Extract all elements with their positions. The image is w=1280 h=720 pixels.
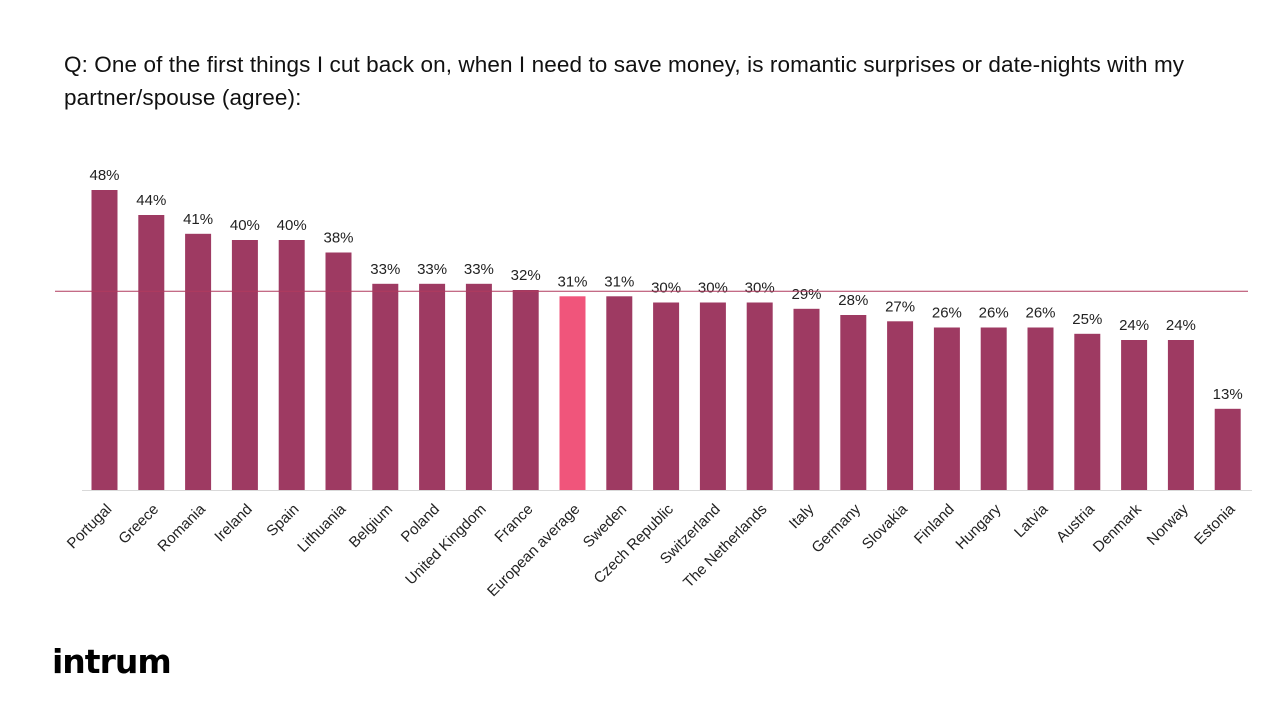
category-label-slovakia: Slovakia	[859, 500, 912, 553]
value-label-hungary: 26%	[979, 305, 1009, 322]
category-label-united-kingdom: United Kingdom	[402, 501, 489, 588]
bar-latvia	[1027, 327, 1054, 490]
bar-estonia	[1214, 408, 1241, 491]
value-label-european-average: 31%	[557, 273, 587, 290]
category-label-belgium: Belgium	[346, 501, 396, 551]
value-label-italy: 29%	[791, 286, 821, 303]
value-label-belgium: 33%	[370, 261, 400, 278]
category-label-ireland: Ireland	[211, 501, 255, 545]
category-label-european-average: European average	[484, 501, 583, 600]
bar-portugal	[91, 190, 118, 490]
value-label-united-kingdom: 33%	[464, 261, 494, 278]
category-label-france: France	[491, 501, 536, 546]
bar-ireland	[231, 240, 258, 490]
bar-austria	[1074, 333, 1101, 491]
bar-norway	[1167, 340, 1194, 490]
value-label-spain: 40%	[277, 217, 307, 234]
category-label-germany: Germany	[808, 500, 864, 556]
category-label-spain: Spain	[263, 501, 302, 540]
value-label-portugal: 48%	[89, 167, 119, 184]
bar-chart: 48% Portugal 44% Greece 41% Romania 40% Ireland…	[55, 167, 1252, 600]
category-label-romania: Romania	[154, 500, 209, 555]
category-label-greece: Greece	[115, 501, 162, 548]
category-label-austria: Austria	[1053, 500, 1098, 545]
category-label-estonia: Estonia	[1191, 500, 1239, 548]
chart-title: Q: One of the first things I cut back on…	[64, 52, 1185, 110]
category-label-norway: Norway	[1144, 500, 1192, 548]
value-label-sweden: 31%	[604, 273, 634, 290]
bar-denmark	[1121, 340, 1148, 490]
bar-romania	[185, 233, 212, 491]
bar-france	[512, 290, 539, 490]
bar-germany	[840, 315, 867, 490]
category-label-czech-republic: Czech Republic	[591, 500, 678, 587]
bar-czech-republic	[653, 302, 680, 490]
bar-spain	[278, 240, 305, 490]
bar-finland	[933, 327, 960, 490]
value-label-germany: 28%	[838, 292, 868, 309]
value-label-czech-republic: 30%	[651, 280, 681, 297]
bar-united-kingdom	[465, 283, 492, 491]
bar-greece	[138, 215, 165, 490]
bar-italy	[793, 308, 820, 491]
value-label-finland: 26%	[932, 305, 962, 322]
value-label-poland: 33%	[417, 261, 447, 278]
value-label-romania: 41%	[183, 211, 213, 228]
value-label-lithuania: 38%	[323, 230, 353, 247]
value-label-austria: 25%	[1072, 311, 1102, 328]
category-label-denmark: Denmark	[1090, 500, 1145, 555]
category-label-finland: Finland	[911, 501, 958, 548]
category-label-latvia: Latvia	[1011, 500, 1052, 541]
category-label-hungary: Hungary	[952, 500, 1004, 552]
bar-belgium	[372, 283, 399, 491]
value-label-greece: 44%	[136, 192, 166, 209]
value-label-norway: 24%	[1166, 317, 1196, 334]
value-label-switzerland: 30%	[698, 280, 728, 297]
category-label-italy: Italy	[786, 500, 818, 532]
value-label-france: 32%	[511, 267, 541, 284]
bar-the-netherlands	[746, 302, 773, 490]
value-label-slovakia: 27%	[885, 298, 915, 315]
value-label-ireland: 40%	[230, 217, 260, 234]
category-label-portugal: Portugal	[64, 501, 116, 553]
bar-european-average	[559, 296, 586, 491]
bar-hungary	[980, 327, 1007, 490]
bar-slovakia	[887, 321, 914, 491]
category-label-lithuania: Lithuania	[294, 500, 350, 556]
category-label-the-netherlands: The Netherlands	[680, 501, 770, 591]
bar-switzerland	[699, 302, 726, 490]
bar-lithuania	[325, 252, 352, 490]
value-label-estonia: 13%	[1213, 386, 1243, 403]
bar-sweden	[606, 296, 633, 491]
bar-poland	[419, 283, 446, 491]
category-label-poland: Poland	[398, 501, 443, 546]
value-label-latvia: 26%	[1025, 305, 1055, 322]
value-label-denmark: 24%	[1119, 317, 1149, 334]
value-label-the-netherlands: 30%	[745, 280, 775, 297]
intrum-logo: intrum	[52, 642, 172, 681]
